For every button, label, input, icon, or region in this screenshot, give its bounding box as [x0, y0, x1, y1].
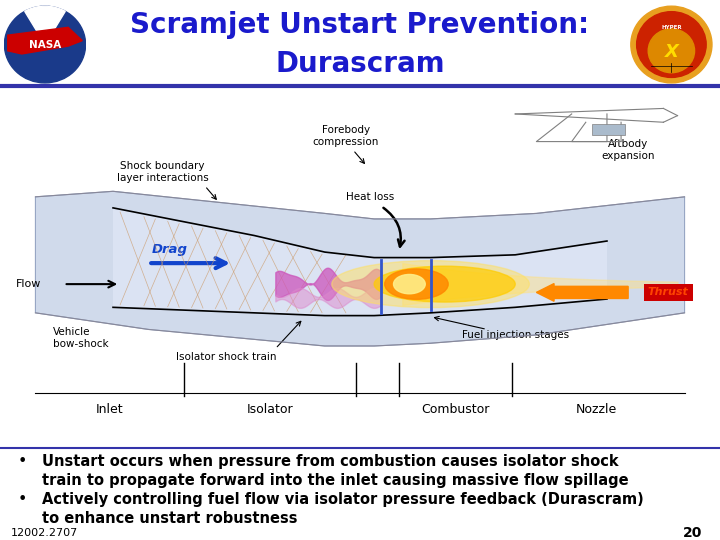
- Text: Aftbody
expansion: Aftbody expansion: [601, 139, 655, 161]
- Text: NASA: NASA: [29, 39, 61, 50]
- Text: to enhance unstart robustness: to enhance unstart robustness: [42, 511, 297, 526]
- Text: Actively controlling fuel flow via isolator pressure feedback (Durascram): Actively controlling fuel flow via isola…: [42, 492, 644, 507]
- FancyBboxPatch shape: [644, 284, 693, 301]
- Text: Inlet: Inlet: [96, 403, 123, 416]
- Wedge shape: [24, 6, 66, 44]
- Text: train to propagate forward into the inlet causing massive flow spillage: train to propagate forward into the inle…: [42, 473, 629, 488]
- Text: Flow: Flow: [16, 279, 41, 289]
- Text: Unstart occurs when pressure from combustion causes isolator shock: Unstart occurs when pressure from combus…: [42, 454, 618, 469]
- Text: X: X: [665, 43, 678, 62]
- Text: •: •: [18, 454, 27, 469]
- Text: Durascram: Durascram: [275, 50, 445, 78]
- Text: HYPER: HYPER: [661, 25, 682, 30]
- Text: Nozzle: Nozzle: [576, 403, 617, 416]
- Circle shape: [4, 6, 86, 83]
- Ellipse shape: [332, 261, 529, 308]
- Text: Combustor: Combustor: [421, 403, 490, 416]
- Text: Thrust: Thrust: [648, 287, 689, 298]
- Circle shape: [648, 29, 695, 73]
- Text: Isolator: Isolator: [246, 403, 293, 416]
- Text: 12002.2707: 12002.2707: [11, 528, 78, 538]
- Text: Heat loss: Heat loss: [346, 192, 395, 202]
- Text: 20: 20: [683, 526, 702, 540]
- Text: •: •: [18, 492, 27, 507]
- Polygon shape: [35, 191, 685, 346]
- Polygon shape: [8, 28, 82, 54]
- Ellipse shape: [384, 269, 448, 299]
- FancyArrow shape: [536, 284, 628, 301]
- Circle shape: [631, 6, 712, 83]
- Ellipse shape: [394, 274, 426, 294]
- Text: Shock boundary
layer interactions: Shock boundary layer interactions: [117, 161, 208, 183]
- Text: Drag: Drag: [151, 243, 187, 256]
- Polygon shape: [113, 208, 607, 315]
- Text: Forebody
compression: Forebody compression: [312, 125, 379, 147]
- Text: Scramjet Unstart Prevention:: Scramjet Unstart Prevention:: [130, 11, 590, 39]
- Ellipse shape: [374, 266, 516, 302]
- Text: Vehicle
bow-shock: Vehicle bow-shock: [53, 327, 109, 348]
- Circle shape: [636, 12, 706, 77]
- FancyBboxPatch shape: [592, 124, 625, 135]
- Text: Fuel injection stages: Fuel injection stages: [462, 330, 569, 340]
- Text: Isolator shock train: Isolator shock train: [176, 352, 276, 362]
